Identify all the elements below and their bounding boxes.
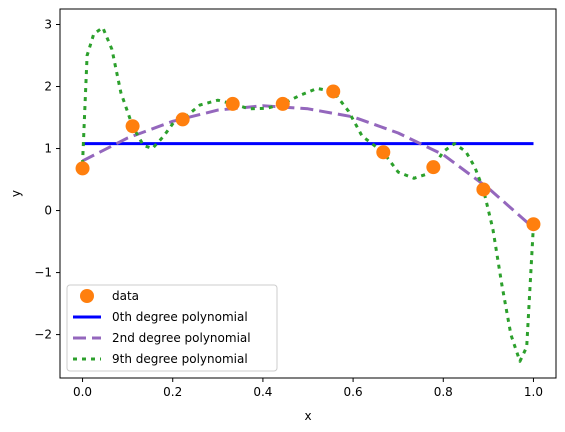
y-axis-label: y (9, 190, 23, 197)
y-tick-label: 3 (44, 18, 52, 32)
data-point (125, 119, 140, 134)
ticks-layer: 0.0 0.2 0.4 0.6 0.8 1.0 −2 −1 0 1 2 3 (34, 18, 543, 399)
legend-label-1: 0th degree polynomial (112, 310, 248, 324)
legend: data 0th degree polynomial 2nd degree poly… (66, 284, 278, 372)
data-point (326, 84, 341, 99)
series-line-3 (81, 26, 535, 363)
data-point (376, 145, 391, 160)
x-tick-label: 0.2 (163, 385, 182, 399)
data-point (175, 112, 190, 127)
y-tick-label: −2 (34, 328, 52, 342)
series-line-2 (81, 104, 535, 230)
y-tick-label: 0 (44, 204, 52, 218)
legend-box (66, 284, 278, 372)
x-tick-label: 0.4 (253, 385, 272, 399)
y-tick-label: −1 (34, 266, 52, 280)
x-tick-label: 0.0 (73, 385, 92, 399)
data-point (476, 182, 491, 197)
y-tick-label: 2 (44, 80, 52, 94)
legend-label-3: 9th degree polynomial (112, 352, 248, 366)
data-point (526, 217, 541, 232)
data-point (426, 160, 441, 175)
x-axis-label: x (304, 409, 311, 423)
data-point (75, 161, 90, 176)
axes-frame (59, 8, 557, 379)
legend-marker-0 (80, 289, 94, 303)
x-tick-label: 0.6 (344, 385, 363, 399)
data-point (275, 96, 290, 111)
data-point (225, 96, 240, 111)
legend-label-0: data (112, 289, 139, 303)
plot-layer (75, 26, 541, 363)
y-tick-label: 1 (44, 142, 52, 156)
x-tick-label: 1.0 (524, 385, 543, 399)
x-tick-label: 0.8 (434, 385, 453, 399)
legend-label-2: 2nd degree polynomial (112, 331, 251, 345)
